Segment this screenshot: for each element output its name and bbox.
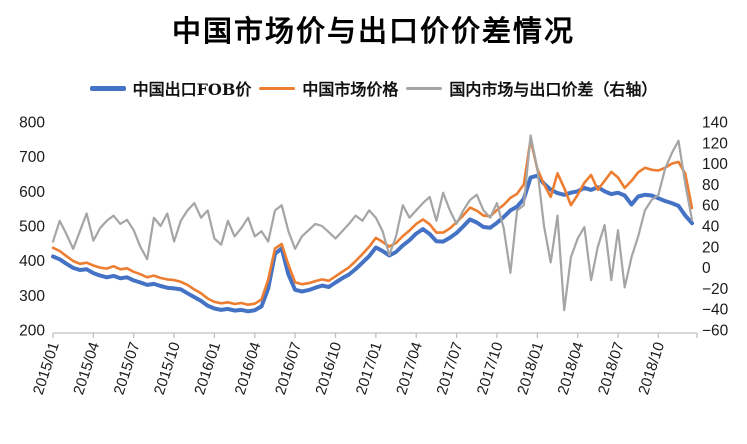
x-tick-label: 2017/01 <box>353 340 386 397</box>
y-left-tick-label: 400 <box>19 253 45 270</box>
y-axis-left-labels: 800 700 600 500 400 300 200 <box>19 115 45 340</box>
x-tick-label: 2016/07 <box>272 340 305 397</box>
y-left-tick-label: 700 <box>19 149 45 166</box>
fob-line-swatch-icon <box>89 85 126 91</box>
y-axis-right-labels: 140 120 100 80 60 40 20 0 −20 −40 −60 <box>702 115 729 340</box>
y-right-tick-label: −20 <box>702 281 729 298</box>
y-left-tick-label: 600 <box>19 184 45 201</box>
series-lines <box>51 134 694 314</box>
y-right-tick-label: −40 <box>702 302 729 319</box>
legend-label-market: 中国市场价格 <box>302 80 399 99</box>
x-tick-label: 2015/01 <box>30 340 63 397</box>
series-line-1 <box>51 138 694 307</box>
x-tick-label: 2016/10 <box>312 340 345 397</box>
y-right-tick-label: 100 <box>702 156 728 173</box>
y-left-tick-label: 300 <box>19 288 45 305</box>
series-line-0 <box>51 173 694 314</box>
y-right-tick-label: 20 <box>702 239 720 256</box>
chart-title: 中国市场价与出口价价差情况 <box>171 14 575 48</box>
x-tick-label: 2015/07 <box>111 340 144 397</box>
y-right-tick-label: 140 <box>702 115 728 132</box>
x-tick-label: 2016/01 <box>191 340 224 397</box>
y-right-tick-label: −60 <box>702 323 729 340</box>
x-tick-label: 2016/04 <box>232 340 265 397</box>
x-axis-labels: 2015/01 2015/04 2015/07 2015/10 2016/01 2016/… <box>30 340 668 397</box>
y-left-tick-label: 500 <box>19 219 45 236</box>
legend-item-market: 中国市场价格 <box>259 76 398 100</box>
x-tick-label: 2018/04 <box>555 340 588 397</box>
y-right-tick-label: 0 <box>702 260 711 277</box>
y-right-tick-label: 120 <box>702 135 728 152</box>
x-tick-label: 2018/10 <box>635 340 668 397</box>
market-line-swatch-icon <box>259 86 296 90</box>
legend-item-fob: 中国出口FOB价 <box>89 76 252 100</box>
y-left-tick-label: 200 <box>19 323 45 340</box>
spread-line-swatch-icon <box>406 86 443 90</box>
legend-item-spread: 国内市场与出口价差（右轴） <box>406 76 657 100</box>
y-right-tick-label: 40 <box>702 219 720 236</box>
y-right-tick-label: 80 <box>702 177 720 194</box>
x-tick-label: 2017/04 <box>393 340 426 397</box>
x-tick-label: 2015/04 <box>70 340 103 397</box>
x-tick-label: 2017/10 <box>474 340 507 397</box>
y-right-tick-label: 60 <box>702 198 720 215</box>
legend-label-spread: 国内市场与出口价差（右轴） <box>449 80 658 99</box>
x-tick-label: 2015/10 <box>151 340 184 397</box>
axis-lines <box>52 332 698 338</box>
legend-label-fob: 中国出口FOB价 <box>132 80 252 99</box>
series-line-2 <box>51 134 694 312</box>
x-tick-label: 2018/01 <box>514 340 547 397</box>
x-tick-label: 2017/07 <box>433 340 466 397</box>
y-left-tick-label: 800 <box>19 115 45 132</box>
x-tick-label: 2018/07 <box>595 340 628 397</box>
chart-legend: 中国出口FOB价 中国市场价格 国内市场与出口价差（右轴） <box>0 76 747 100</box>
